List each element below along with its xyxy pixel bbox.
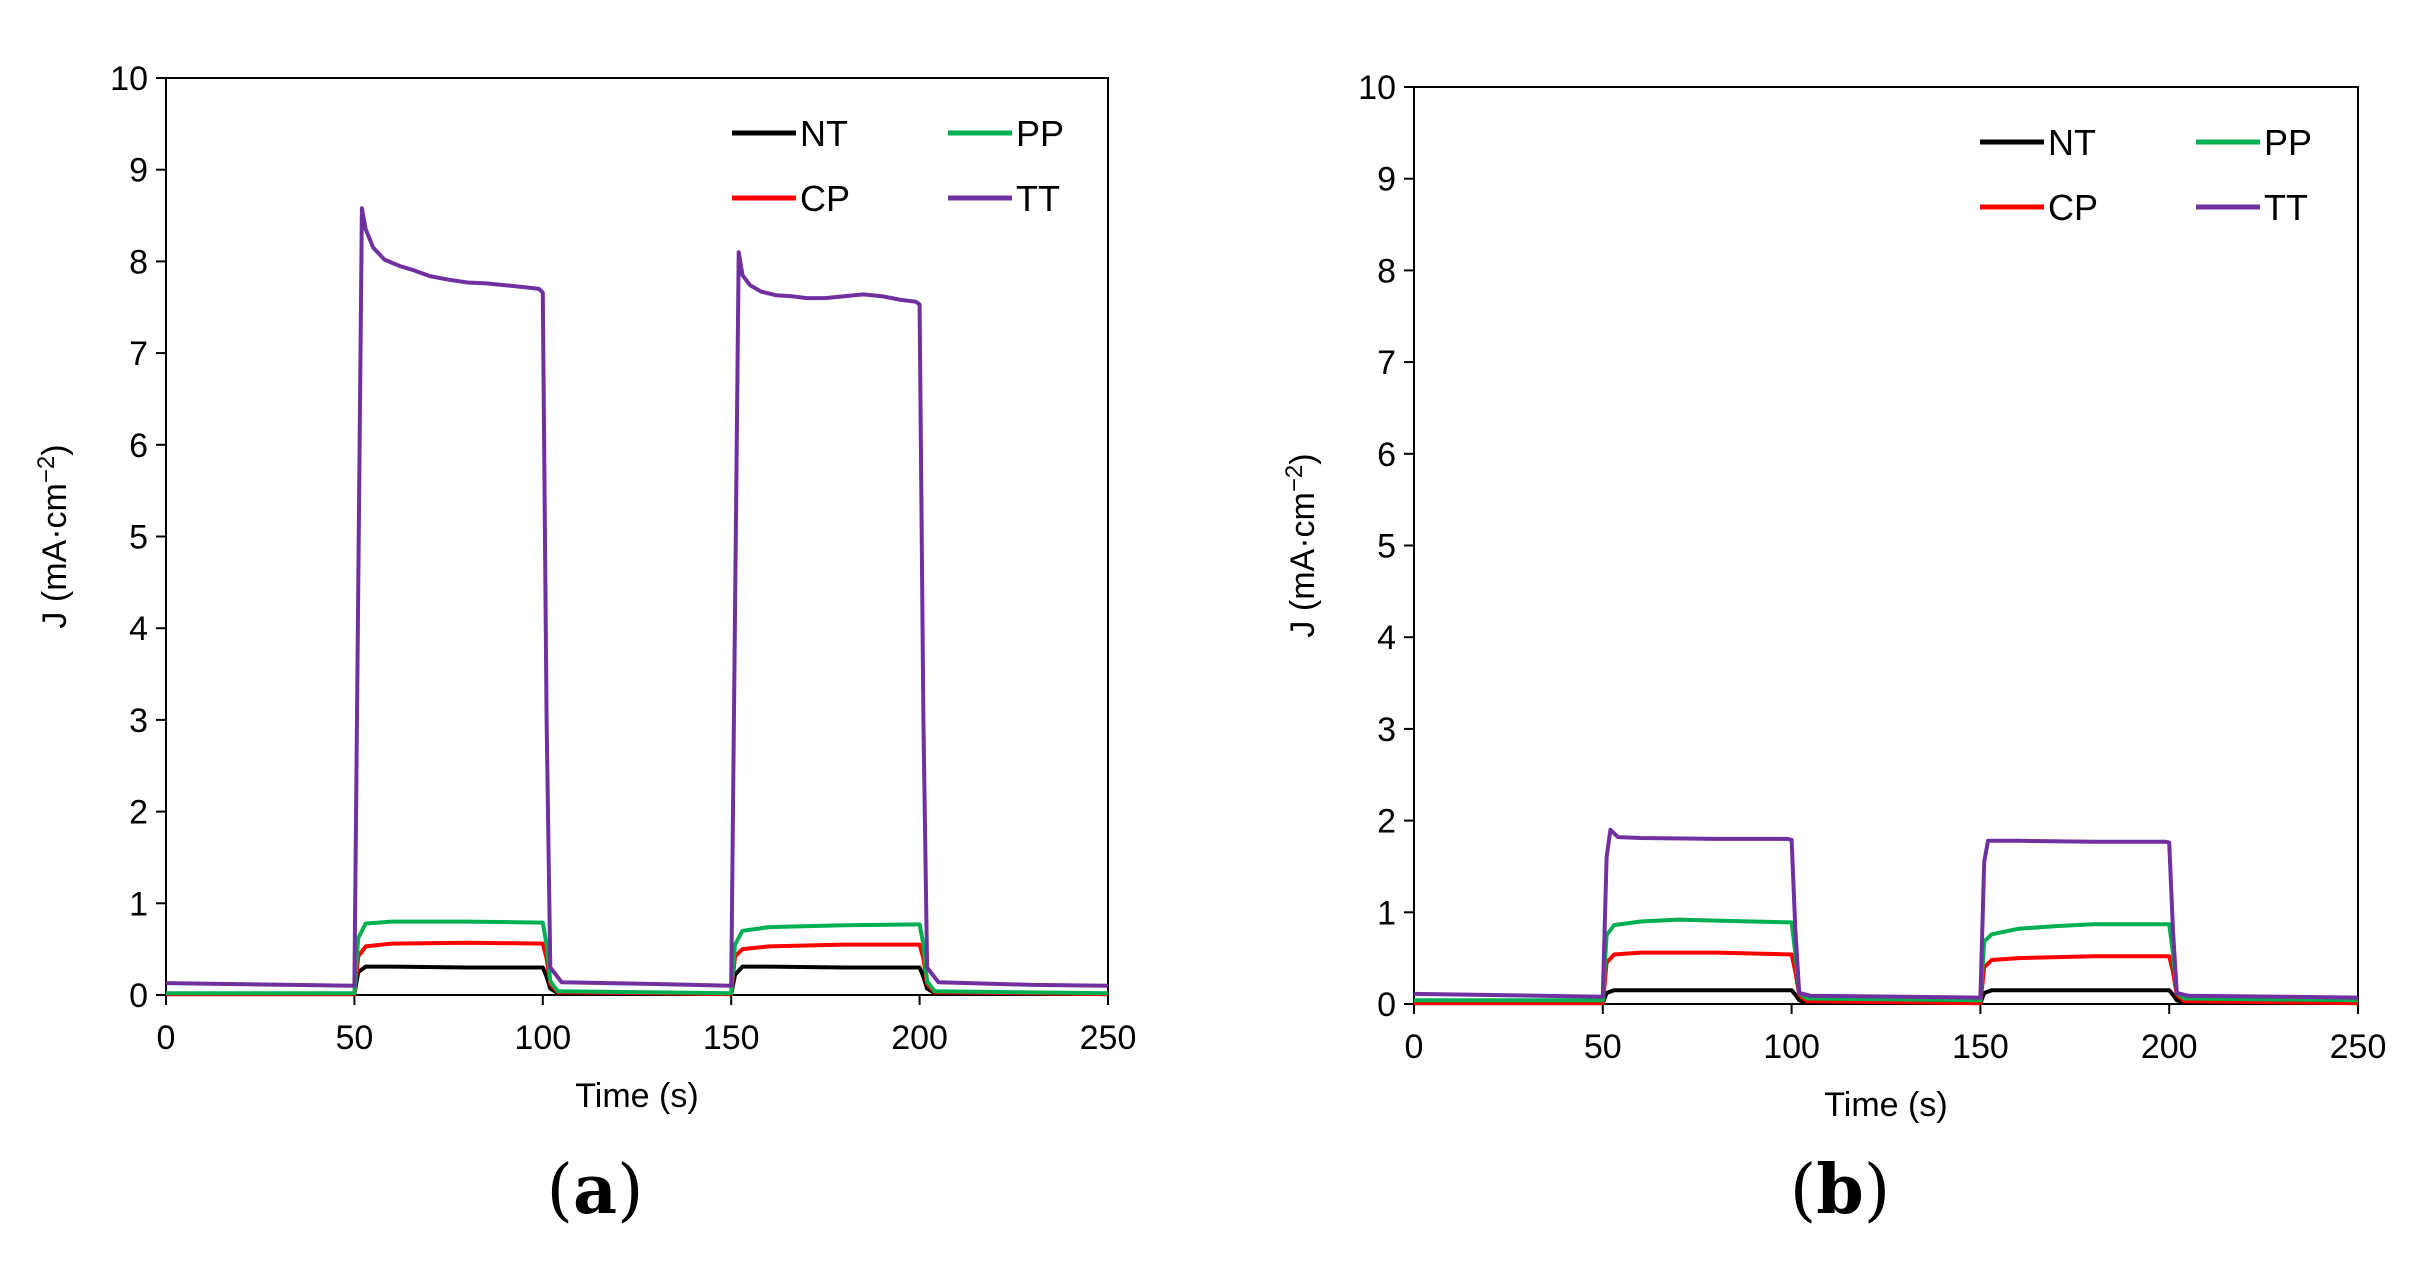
y-axis-label: J (mA·cm−2) bbox=[1281, 453, 1322, 637]
x-tick-label: 0 bbox=[1405, 1028, 1424, 1066]
plot-frame bbox=[1413, 86, 2359, 1005]
y-tick-label: 2 bbox=[1377, 803, 1396, 841]
y-tick-label: 10 bbox=[110, 60, 148, 98]
legend-label-nt: NT bbox=[800, 113, 848, 154]
y-tick-label: 5 bbox=[1377, 528, 1396, 566]
x-tick-label: 150 bbox=[1952, 1028, 2009, 1066]
y-tick-label: 0 bbox=[129, 977, 148, 1015]
series-line-tt bbox=[1413, 827, 2359, 1000]
y-axis-label: J (mA·cm−2) bbox=[33, 444, 74, 628]
plot-frame bbox=[165, 77, 1109, 996]
y-tick-label: 3 bbox=[129, 702, 148, 740]
y-tick-label: 5 bbox=[129, 519, 148, 557]
legend-label-tt: TT bbox=[2264, 187, 2308, 228]
y-tick-label: 1 bbox=[129, 885, 148, 923]
x-tick-label: 100 bbox=[514, 1019, 571, 1057]
y-tick-label: 7 bbox=[1377, 344, 1396, 382]
y-tick-label: 7 bbox=[129, 335, 148, 373]
legend-label-pp: PP bbox=[1016, 113, 1064, 154]
y-tick-label: 9 bbox=[1377, 161, 1396, 199]
y-tick-label: 3 bbox=[1377, 711, 1396, 749]
legend-label-pp: PP bbox=[2264, 122, 2312, 163]
series-line-cp bbox=[1414, 950, 2359, 1006]
series-line-pp bbox=[166, 919, 1109, 996]
legend-label-cp: CP bbox=[2048, 187, 2098, 228]
panel-label-b: (b) bbox=[1789, 1150, 1891, 1230]
x-tick-label: 0 bbox=[157, 1019, 176, 1057]
series-line-pp bbox=[1414, 917, 2359, 1003]
x-axis-label: Time (s) bbox=[575, 1077, 698, 1115]
x-tick-label: 250 bbox=[2330, 1028, 2387, 1066]
x-tick-label: 250 bbox=[1080, 1019, 1137, 1057]
x-tick-label: 100 bbox=[1763, 1028, 1820, 1066]
y-tick-label: 1 bbox=[1377, 894, 1396, 932]
panel-label-a: (a) bbox=[546, 1150, 644, 1230]
x-tick-label: 200 bbox=[891, 1019, 948, 1057]
y-tick-label: 6 bbox=[1377, 436, 1396, 474]
y-tick-label: 8 bbox=[129, 243, 148, 281]
y-tick-label: 0 bbox=[1377, 986, 1396, 1024]
legend-label-cp: CP bbox=[800, 178, 850, 219]
x-tick-label: 50 bbox=[1584, 1028, 1622, 1066]
legend-label-nt: NT bbox=[2048, 122, 2096, 163]
y-tick-label: 6 bbox=[129, 427, 148, 465]
y-tick-label: 4 bbox=[129, 610, 148, 648]
y-tick-label: 8 bbox=[1377, 252, 1396, 290]
y-tick-label: 4 bbox=[1377, 619, 1396, 657]
legend-label-tt: TT bbox=[1016, 178, 1060, 219]
x-tick-label: 50 bbox=[335, 1019, 373, 1057]
x-axis-label: Time (s) bbox=[1824, 1086, 1947, 1124]
series-line-tt bbox=[165, 206, 1109, 988]
y-tick-label: 2 bbox=[129, 794, 148, 832]
x-tick-label: 150 bbox=[703, 1019, 760, 1057]
y-tick-label: 10 bbox=[1358, 69, 1396, 107]
x-tick-label: 200 bbox=[2141, 1028, 2198, 1066]
y-tick-label: 9 bbox=[129, 152, 148, 190]
